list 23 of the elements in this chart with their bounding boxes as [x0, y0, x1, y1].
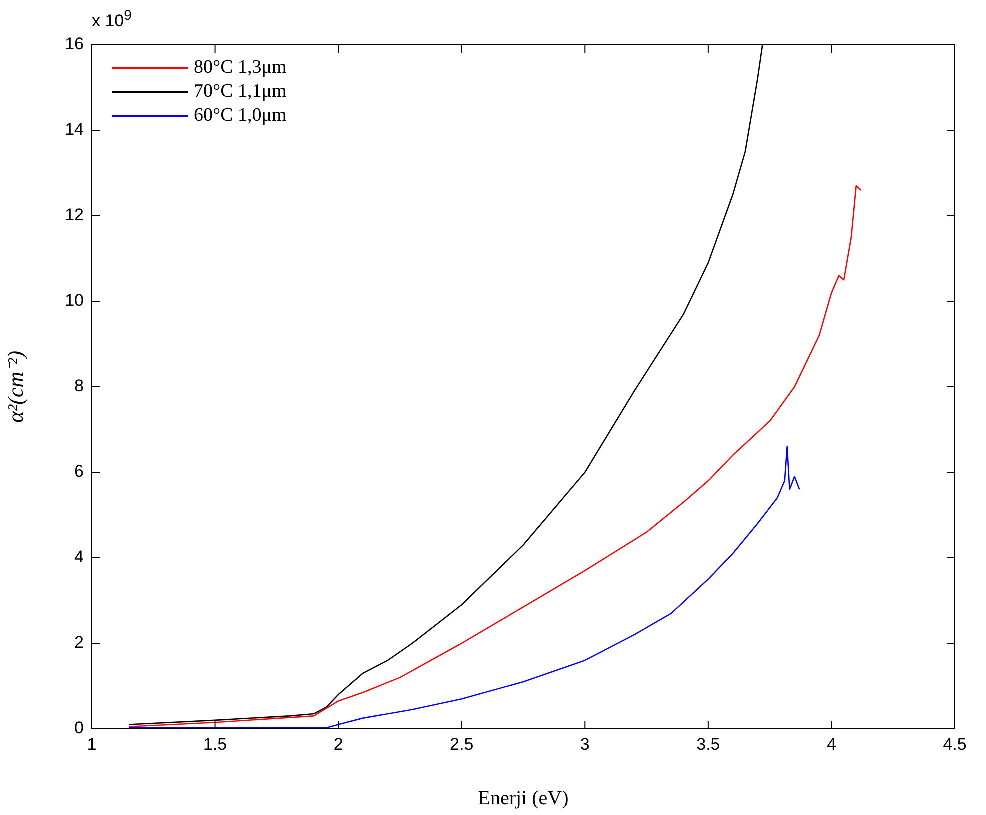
legend-label: 80°C 1,3μm	[194, 57, 287, 79]
x-axis-title: Enerji (eV)	[478, 787, 569, 810]
y-tick-label: 10	[65, 291, 84, 310]
y-tick-label: 4	[74, 548, 84, 567]
y-axis-title: α²(cm⁻²)	[2, 350, 28, 424]
y-tick-label: 8	[74, 376, 84, 396]
legend-label: 70°C 1,1μm	[194, 81, 287, 103]
x-tick-label: 3.5	[696, 734, 720, 754]
legend-label: 60°C 1,0μm	[194, 105, 287, 127]
text: x 10$^{9}$	[92, 8, 132, 32]
x-tick-label: 1	[87, 734, 97, 754]
x-tick-label: 3	[580, 734, 590, 754]
x-tick-label: 2.5	[450, 734, 474, 754]
x-tick-label: 4	[826, 734, 836, 754]
y-tick-label: 0	[74, 718, 84, 738]
y-tick-label: 2	[74, 633, 84, 652]
y-tick-label: 14	[65, 120, 84, 140]
y-tick-label: 12	[65, 206, 84, 225]
x-tick-label: 4.5	[943, 734, 967, 754]
y-tick-label: 16	[65, 34, 84, 54]
y-tick-label: 6	[74, 462, 84, 482]
x-tick-label: 2	[334, 734, 344, 754]
x-tick-label: 1.5	[203, 734, 228, 754]
